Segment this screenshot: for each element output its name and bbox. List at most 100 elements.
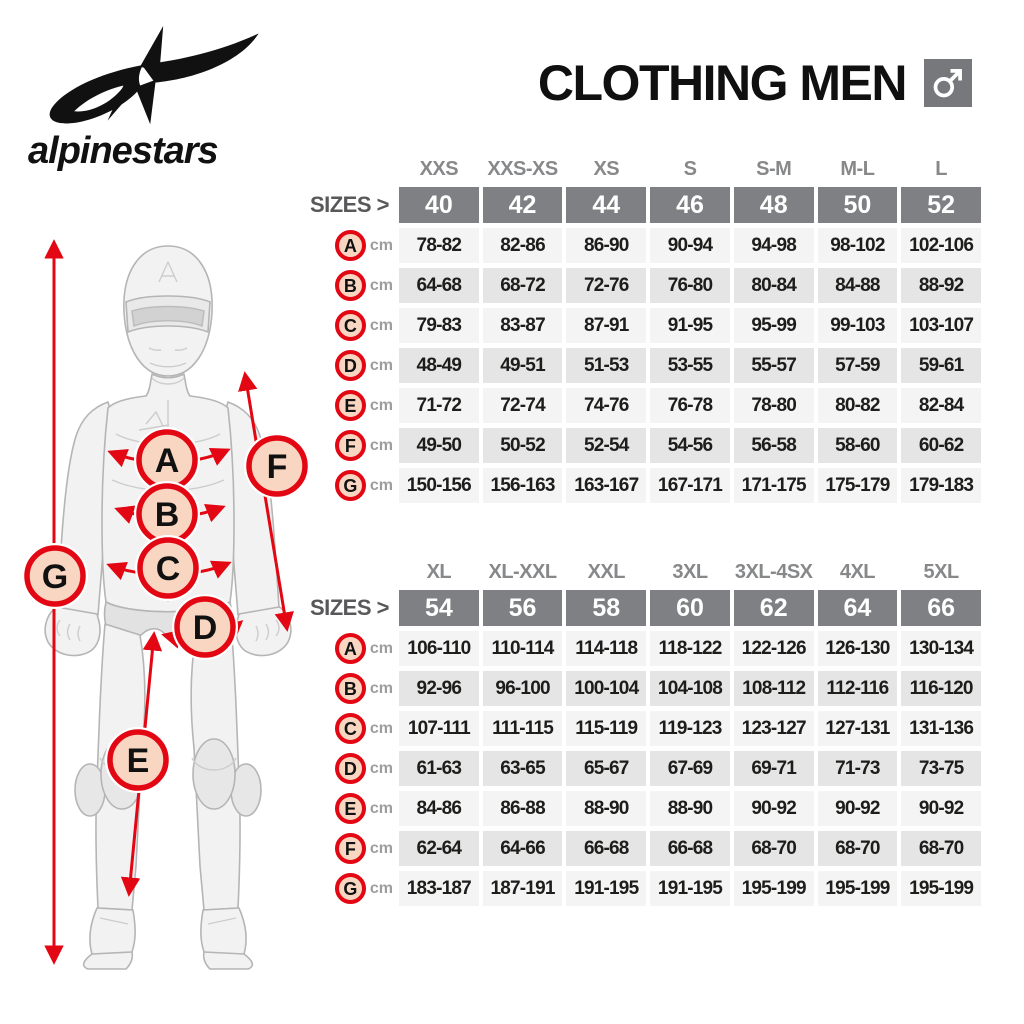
measurement-value-cell: 71-72 [399, 388, 479, 423]
size-column-header-m-l: M-L [840, 158, 875, 180]
size-number-cell: 58 [566, 590, 647, 626]
measurement-value-cell: 49-50 [399, 428, 479, 463]
measurement-value-cell: 110-114 [482, 631, 563, 666]
measurement-value-cell: 99-103 [817, 308, 898, 343]
measurement-value-cell: 150-156 [399, 468, 479, 503]
figure-marker-d-label: D [193, 609, 218, 647]
size-column-header-xs: XS [593, 158, 620, 180]
size-number-cell: 50 [817, 187, 898, 223]
measurement-value-cell: 68-70 [901, 831, 981, 866]
measurement-value-cell: 87-91 [566, 308, 647, 343]
unit-label: cm [369, 436, 393, 454]
measurement-value-cell: 90-92 [733, 791, 814, 826]
measurement-letter-badge: E [334, 390, 366, 421]
measurement-value-cell: 111-115 [482, 711, 563, 746]
unit-label: cm [369, 799, 393, 817]
measurement-letter-badge: B [334, 270, 366, 301]
sizes-row-label: SIZES > [309, 192, 390, 217]
measurement-value-cell: 58-60 [817, 428, 898, 463]
size-column-header-3xl-4sx: 3XL-4SX [734, 561, 813, 583]
sizes-row-label: SIZES > [309, 595, 390, 620]
measurement-value-cell: 83-87 [482, 308, 563, 343]
measurement-value-cell: 130-134 [901, 631, 981, 666]
size-column-header-xl: XL [426, 561, 452, 583]
measurement-value-cell: 84-86 [399, 791, 479, 826]
measurement-value-cell: 167-171 [650, 468, 730, 503]
measurement-value-cell: 95-99 [733, 308, 814, 343]
size-column-header-xxs-xs: XXS-XS [487, 158, 558, 180]
measurement-value-cell: 108-112 [733, 671, 814, 706]
measurement-value-cell: 72-76 [566, 268, 647, 303]
measurement-value-cell: 100-104 [566, 671, 647, 706]
measurement-value-cell: 123-127 [733, 711, 814, 746]
measurement-value-cell: 187-191 [482, 871, 563, 906]
measurement-letter-badge: A [334, 633, 366, 664]
measurement-value-cell: 49-51 [482, 348, 563, 383]
measurement-letter-badge: E [334, 793, 366, 824]
table-corner [314, 155, 395, 182]
measurement-value-cell: 94-98 [733, 228, 814, 263]
measurement-value-cell: 50-52 [482, 428, 563, 463]
measurement-value-cell: 91-95 [650, 308, 730, 343]
size-number-cell: 64 [817, 590, 898, 626]
measurement-letter-badge: G [334, 470, 366, 501]
measurement-value-cell: 56-58 [733, 428, 814, 463]
measurement-value-cell: 104-108 [650, 671, 730, 706]
unit-label: cm [369, 839, 393, 857]
measurement-value-cell: 64-68 [399, 268, 479, 303]
measurement-value-cell: 82-86 [482, 228, 563, 263]
measurement-value-cell: 73-75 [901, 751, 981, 786]
measurement-value-cell: 68-70 [817, 831, 898, 866]
page-title: CLOTHING MEN [537, 55, 908, 111]
size-column-header-xxl: XXL [587, 561, 626, 583]
unit-label: cm [369, 759, 393, 777]
measurement-value-cell: 86-90 [566, 228, 647, 263]
measurement-value-cell: 183-187 [399, 871, 479, 906]
measurement-value-cell: 90-94 [650, 228, 730, 263]
size-table-standard: XXS XXS-XS XS S S-M M-L L SIZES >40 42 44 46 48 50 52… [309, 155, 981, 503]
measurement-value-cell: 51-53 [566, 348, 647, 383]
measurement-value-cell: 102-106 [901, 228, 981, 263]
measurement-value-cell: 127-131 [817, 711, 898, 746]
measurement-value-cell: 163-167 [566, 468, 647, 503]
measurement-letter-badge: C [334, 310, 366, 341]
size-number-cell: 42 [482, 187, 563, 223]
brand-wordmark: alpinestars [28, 130, 219, 172]
measurement-value-cell: 68-72 [482, 268, 563, 303]
arm-arrow-f [238, 371, 294, 632]
size-column-header-l: L [935, 158, 947, 180]
measurement-value-cell: 96-100 [482, 671, 563, 706]
measurement-value-cell: 106-110 [399, 631, 479, 666]
measurement-value-cell: 195-199 [817, 871, 898, 906]
measurement-value-cell: 69-71 [733, 751, 814, 786]
measurement-value-cell: 115-119 [566, 711, 647, 746]
brand-logo: alpinestars [28, 26, 260, 170]
measurement-value-cell: 88-90 [650, 791, 730, 826]
measurement-letter-badge: D [334, 350, 366, 381]
measurement-value-cell: 90-92 [817, 791, 898, 826]
figure-marker-a: A [134, 427, 200, 493]
measurement-value-cell: 195-199 [901, 871, 981, 906]
measurement-figure: A B C D E F G [22, 239, 310, 970]
unit-label: cm [369, 396, 393, 414]
figure-marker-c-label: C [156, 550, 181, 588]
measurement-value-cell: 65-67 [566, 751, 647, 786]
measurement-value-cell: 88-92 [901, 268, 981, 303]
size-column-header-4xl: 4XL [839, 561, 876, 583]
unit-label: cm [369, 719, 393, 737]
measurement-letter-badge: F [334, 833, 366, 864]
measurement-value-cell: 53-55 [650, 348, 730, 383]
measurement-letter-badge: C [334, 713, 366, 744]
size-number-cell: 52 [901, 187, 981, 223]
unit-label: cm [369, 356, 393, 374]
measurement-value-cell: 131-136 [901, 711, 981, 746]
measurement-value-cell: 88-90 [566, 791, 647, 826]
size-column-header-xl-xxl: XL-XXL [488, 561, 558, 583]
measurement-value-cell: 68-70 [733, 831, 814, 866]
figure-marker-d: D [172, 594, 238, 660]
